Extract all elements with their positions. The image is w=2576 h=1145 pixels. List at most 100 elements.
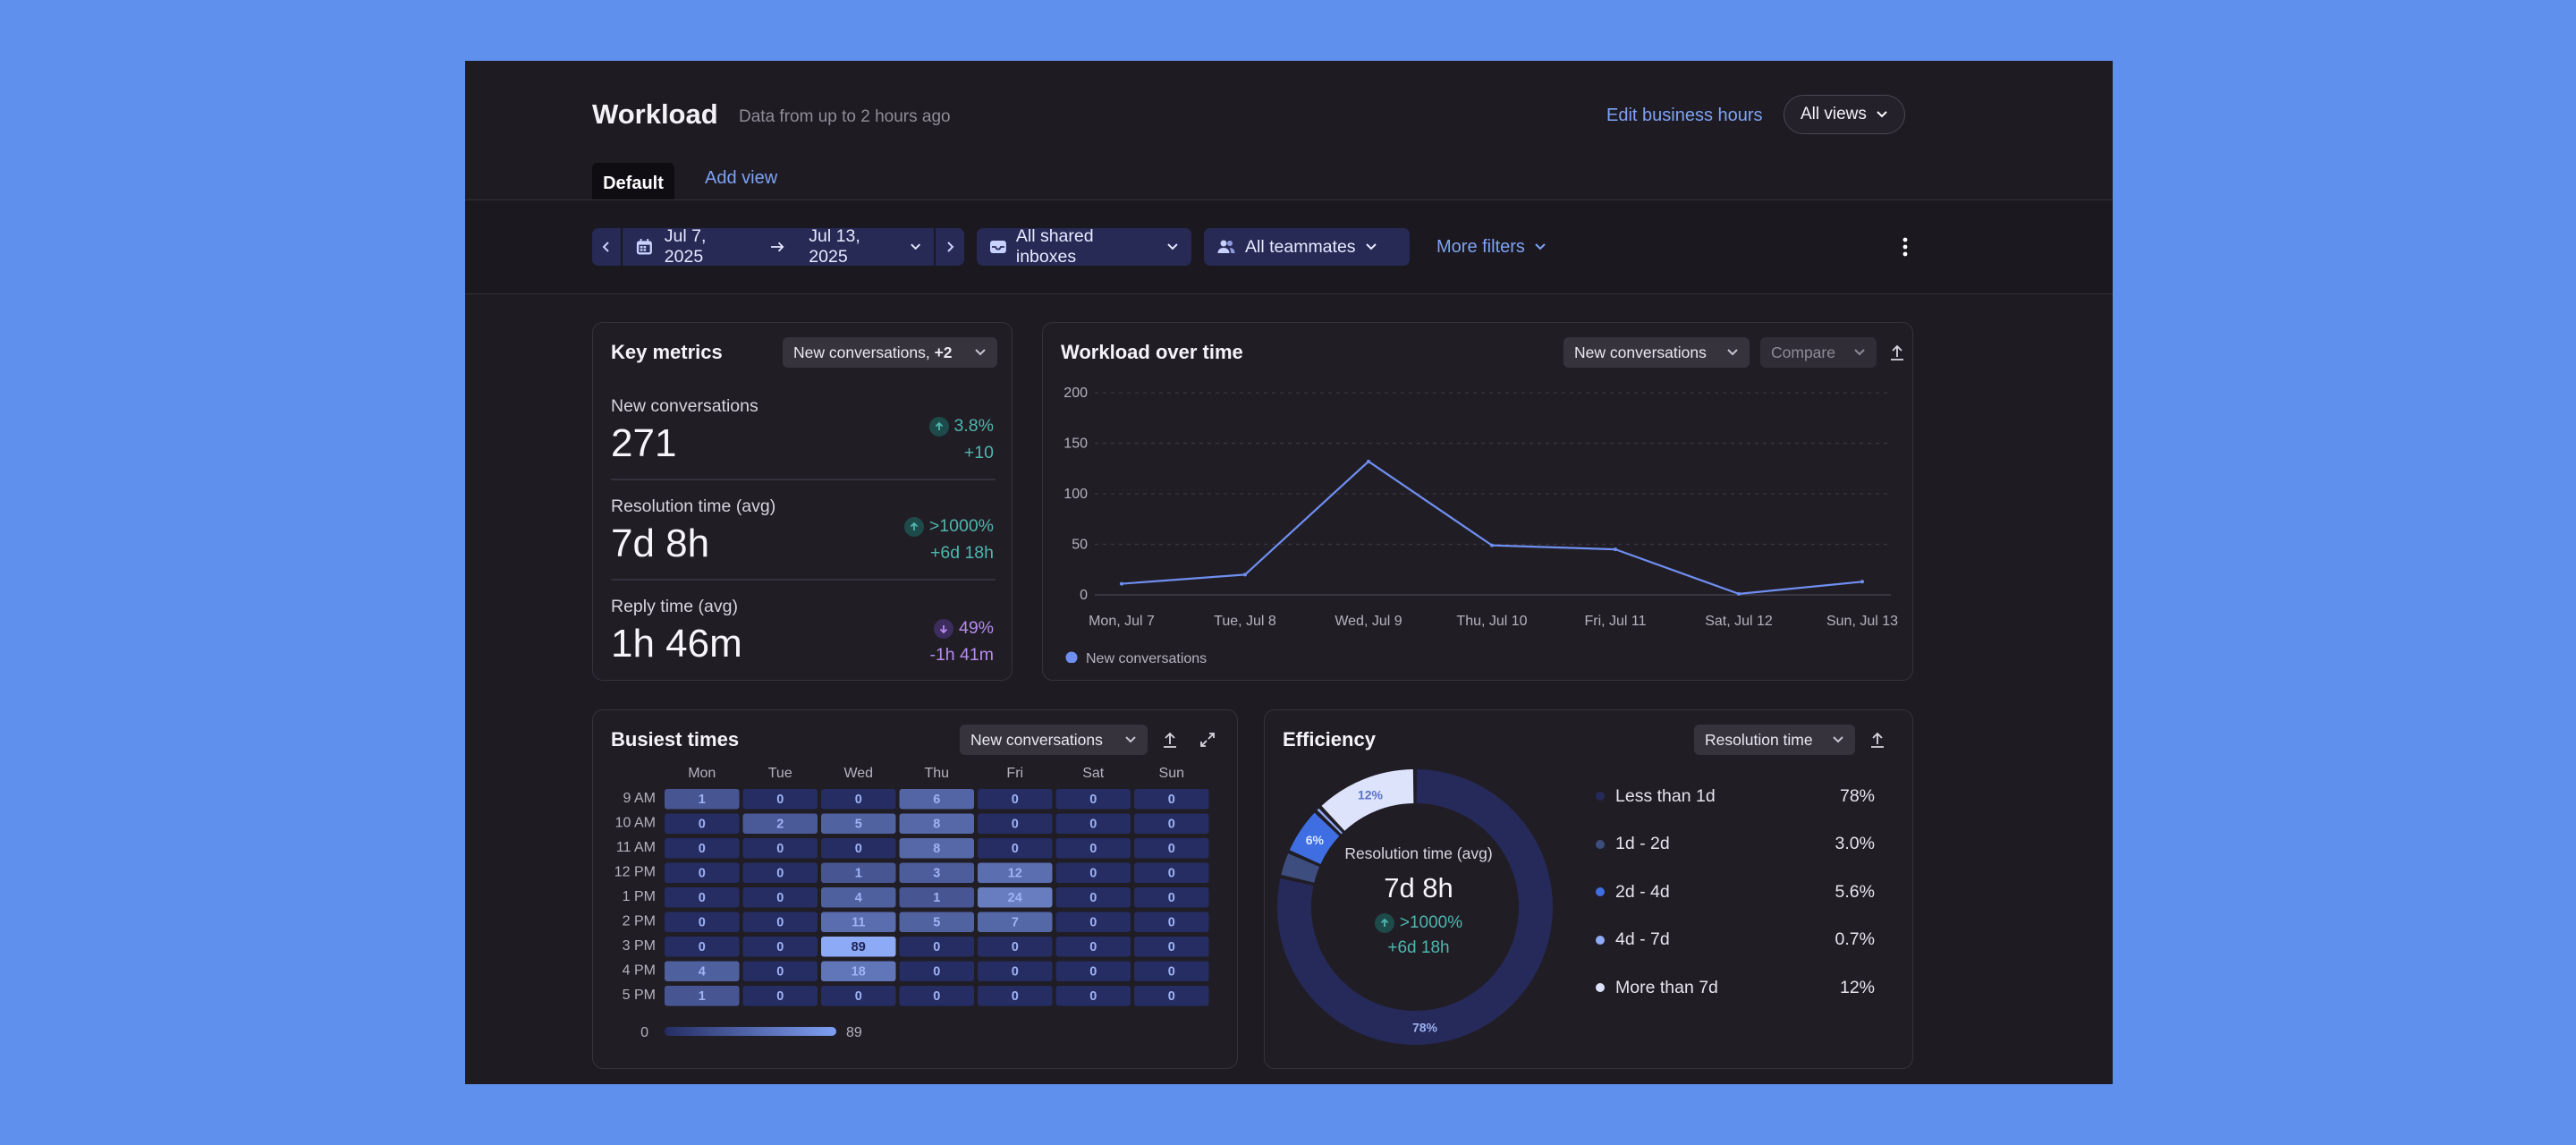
data-point bbox=[1120, 581, 1123, 586]
key-metrics-dropdown-extra: +2 bbox=[934, 343, 953, 361]
heatmap-value: 0 bbox=[1168, 989, 1175, 1004]
heatmap-cell bbox=[978, 961, 1053, 981]
metric-change-pct: >1000% bbox=[928, 516, 994, 536]
chevron-down-icon bbox=[1365, 243, 1377, 250]
heatmap-value: 0 bbox=[1168, 965, 1175, 980]
heatmap-cell bbox=[1055, 961, 1131, 981]
workload-metric-dropdown[interactable]: New conversations bbox=[1563, 337, 1750, 368]
workload-line-chart: 0 50 100 150 200 Mon, Jul 7 Tue, Jul 8 Wed, Jul… bbox=[1063, 386, 1898, 663]
heatmap-cell bbox=[899, 887, 974, 908]
heatmap-value: 0 bbox=[1089, 867, 1097, 881]
teammates-filter[interactable]: All teammates bbox=[1204, 228, 1410, 266]
more-options-icon[interactable] bbox=[1889, 231, 1921, 263]
export-icon[interactable] bbox=[1157, 726, 1183, 753]
metric-value: 7d 8h bbox=[611, 522, 710, 565]
export-icon[interactable] bbox=[1884, 339, 1911, 366]
start-date: Jul 7, 2025 bbox=[664, 226, 707, 267]
busiest-metric-dropdown[interactable]: New conversations bbox=[960, 725, 1148, 755]
heatmap-cell bbox=[742, 961, 818, 981]
legend-label: New conversations bbox=[1086, 651, 1207, 663]
donut-center: Resolution time (avg) 7d 8h >1000% +6d 1… bbox=[1277, 844, 1560, 958]
edit-business-hours-link[interactable]: Edit business hours bbox=[1606, 106, 1763, 125]
heatmap-value: 0 bbox=[1012, 793, 1019, 807]
hour-label: 12 PM bbox=[614, 865, 656, 880]
heatmap-cell bbox=[899, 838, 974, 859]
x-tick-label: Wed, Jul 9 bbox=[1335, 614, 1402, 629]
x-tick-label: Sun, Jul 13 bbox=[1826, 614, 1898, 629]
heatmap-value: 0 bbox=[933, 940, 940, 954]
legend-marker bbox=[1596, 887, 1605, 896]
heatmap-cell bbox=[978, 986, 1053, 1006]
heatmap-cell bbox=[1134, 937, 1209, 957]
expand-icon[interactable] bbox=[1194, 726, 1221, 753]
heatmap-value: 0 bbox=[1012, 842, 1019, 856]
efficiency-card: Efficiency Resolution time 78% 6% 12% Reso… bbox=[1264, 709, 1913, 1069]
inbox-filter-label: All shared inboxes bbox=[1015, 226, 1094, 267]
arrow-right-icon bbox=[771, 242, 784, 252]
previous-range-button[interactable] bbox=[592, 228, 621, 266]
compare-dropdown[interactable]: Compare bbox=[1760, 337, 1877, 368]
heatmap-value: 0 bbox=[1012, 818, 1019, 832]
legend-value: 3.0% bbox=[1835, 834, 1875, 853]
tab-add-view[interactable]: Add view bbox=[705, 168, 778, 188]
heatmap-value: 0 bbox=[776, 842, 784, 856]
legend-label: 4d - 7d bbox=[1615, 929, 1670, 949]
tab-default[interactable]: Default bbox=[592, 163, 674, 204]
heatmap-cell bbox=[821, 937, 896, 957]
day-label: Fri bbox=[1006, 766, 1023, 781]
heatmap-value: 0 bbox=[699, 891, 706, 905]
legend-marker bbox=[1596, 935, 1605, 945]
heatmap-cell bbox=[978, 789, 1053, 810]
heatmap-value: 0 bbox=[1168, 916, 1175, 930]
chevron-right-icon bbox=[947, 242, 954, 252]
efficiency-title: Efficiency bbox=[1283, 728, 1376, 751]
efficiency-metric-dropdown[interactable]: Resolution time bbox=[1694, 725, 1855, 755]
heatmap-value: 0 bbox=[776, 891, 784, 905]
chevron-down-icon bbox=[1167, 243, 1178, 250]
heatmap-value: 0 bbox=[1168, 891, 1175, 905]
heatmap-cell bbox=[899, 789, 974, 810]
inbox-filter[interactable]: All shared inboxes bbox=[977, 226, 1191, 267]
heatmap-cell bbox=[899, 961, 974, 981]
heatmap-value: 1 bbox=[855, 867, 862, 881]
y-tick-label: 0 bbox=[1080, 588, 1088, 603]
heatmap-value: 0 bbox=[776, 867, 784, 881]
heatmap-value: 0 bbox=[1089, 916, 1097, 930]
legend-value: 12% bbox=[1839, 977, 1875, 997]
series-line bbox=[1121, 460, 1863, 595]
heatmap-cell bbox=[665, 937, 740, 957]
more-filters-label: More filters bbox=[1436, 236, 1525, 257]
arrow-up-icon bbox=[928, 416, 949, 437]
heatmap-cell bbox=[665, 961, 740, 981]
hour-label: 3 PM bbox=[623, 938, 656, 954]
date-range-picker[interactable]: Jul 7, 2025 Jul 13, 2025 bbox=[623, 226, 934, 267]
heatmap-cell bbox=[821, 862, 896, 883]
heatmap-value: 0 bbox=[855, 989, 862, 1004]
legend-marker bbox=[1065, 651, 1078, 663]
y-tick-label: 100 bbox=[1063, 487, 1088, 502]
chevron-down-icon bbox=[1877, 111, 1887, 118]
donut-center-label: Resolution time (avg) bbox=[1344, 844, 1493, 862]
page-title: Workload bbox=[592, 98, 718, 130]
heatmap-value: 89 bbox=[852, 940, 866, 954]
all-views-dropdown[interactable]: All views bbox=[1784, 95, 1905, 134]
y-tick-label: 150 bbox=[1063, 437, 1088, 452]
chevron-down-icon bbox=[1854, 349, 1865, 356]
color-scale-bar bbox=[665, 1027, 836, 1036]
next-range-button[interactable] bbox=[936, 228, 964, 266]
heatmap-cell bbox=[821, 912, 896, 932]
slice-label: 12% bbox=[1358, 788, 1384, 802]
heatmap-value: 0 bbox=[933, 989, 940, 1004]
donut-center-change: >1000% bbox=[1277, 913, 1560, 933]
metric-label: Reply time (avg) bbox=[611, 597, 738, 616]
heatmap-cell bbox=[1134, 986, 1209, 1006]
donut-center-value: 7d 8h bbox=[1384, 872, 1453, 903]
heatmap-cell bbox=[899, 937, 974, 957]
export-icon[interactable] bbox=[1864, 726, 1891, 753]
key-metrics-dropdown[interactable]: New conversations, +2 bbox=[783, 337, 997, 368]
heatmap-cell bbox=[978, 813, 1053, 834]
legend-row: 4d - 7d 0.7% bbox=[1596, 929, 1875, 951]
more-filters-button[interactable]: More filters bbox=[1419, 228, 1564, 266]
divider bbox=[465, 293, 2113, 294]
heatmap-cell bbox=[1055, 862, 1131, 883]
